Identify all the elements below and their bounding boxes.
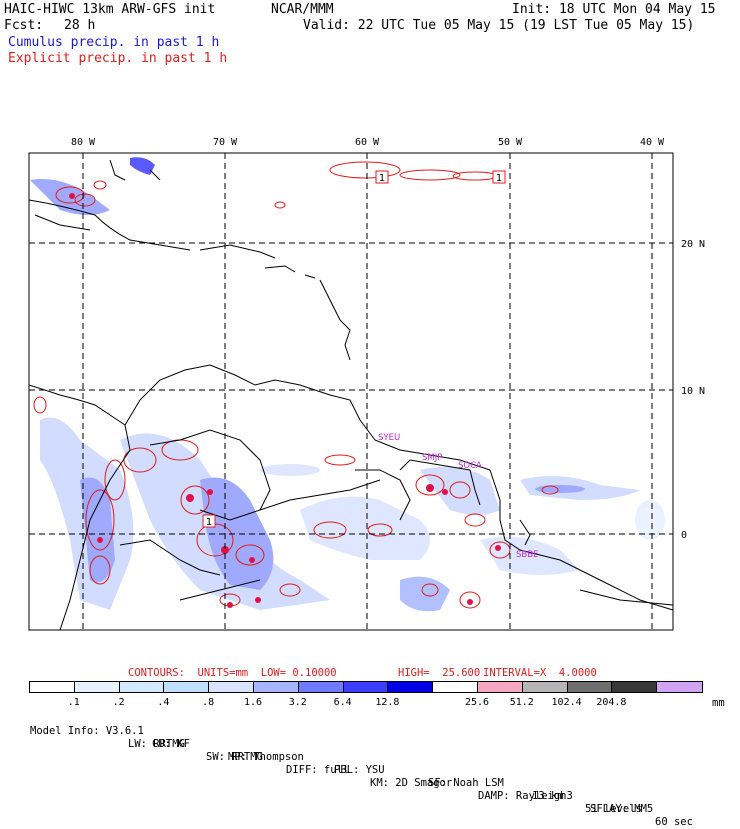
colorbar-label: 6.4 [333,697,352,708]
lon-axis-labels: 80 W 70 W 60 W 50 W 40 W [71,137,665,148]
colorbar-cell [298,682,344,692]
contours-units: CONTOURS: UNITS=mm LOW= 0.10000 [128,667,337,679]
lat-label-20n: 20 N [681,239,705,250]
colorbar-cell [522,682,568,692]
station-soca: SOCA [458,461,482,471]
colorbar-label: 51.2 [509,697,534,708]
lon-label-40w: 40 W [640,137,665,148]
legend-cumulus: Cumulus precip. in past 1 h [8,35,220,50]
colorbar-cell [254,682,299,692]
colorbar-label: .8 [202,697,215,708]
model-version: Model Info: V3.6.1 [30,725,144,737]
colorbar-label: 204.8 [596,697,627,708]
explicit-precip-contours [33,161,559,609]
legend-explicit: Explicit precip. in past 1 h [8,51,228,66]
contours-high: HIGH= 25.600 [398,667,481,679]
high-marker-1: 1 [379,173,385,184]
colorbar-cell [343,682,389,692]
coastlines [29,159,673,630]
valid-time: Valid: 22 UTC Tue 05 May 15 (19 LST Tue … [303,18,695,33]
diff-scheme: DIFF: full [286,764,350,776]
lat-axis-labels: 20 N 10 N 0 [681,239,705,541]
station-sbbe: SBBE [516,550,538,560]
init-time: Init: 18 UTC Mon 04 May 15 [512,2,716,17]
map-frame [28,152,674,631]
station-syeu: SYEU [378,433,400,443]
colorbar-cell [30,682,75,692]
colorbar-label: 3.2 [288,697,307,708]
lat-lon-grid [29,153,673,630]
colorbar-label: .1 [67,697,80,708]
colorbar-cell [119,682,165,692]
colorbar-cell [612,682,658,692]
model-info-line-2: LW: RRTMG SW: RRTMG DIFF: full KM: 2D Sm… [30,725,653,816]
station-smjp: SMJP [422,453,442,463]
colorbar-cell [567,682,613,692]
forecast-hours: 28 h [64,18,96,33]
precip-map: 1 1 1 SYEU SMJP SOCA SBBE 80 W 70 W 60 W… [28,137,705,631]
sw-scheme: SW: RRTMG [206,751,263,763]
colorbar-label: 12.8 [375,697,400,708]
forecast-label: Fcst: [4,18,44,33]
colorbar-cell [478,682,523,692]
explicit-precip-cores [69,193,501,608]
high-markers: 1 1 1 [202,170,506,528]
product-title: HAIC-HIWC 13km ARW-GFS init [4,2,216,17]
high-marker-2: 1 [496,173,502,184]
timestep: 60 sec [655,816,693,828]
colorbar-cell [433,682,478,692]
colorbar-label: .2 [112,697,125,708]
lon-label-60w: 60 W [355,137,380,148]
high-marker-3: 1 [206,517,212,528]
colorbar-label: 25.6 [464,697,490,708]
colorbar-cell [164,682,210,692]
colorbar-label: .4 [157,697,170,708]
colorbar-unit: mm [712,697,725,709]
lon-label-50w: 50 W [498,137,523,148]
colorbar-label: 102.4 [551,697,582,708]
damp-scheme: DAMP: Rayleigh3 [478,790,573,802]
lat-label-0: 0 [681,530,687,541]
colorbar [29,681,703,693]
colorbar-cell [209,682,254,692]
sflay-scheme: SFLAY: MM5 [590,803,654,815]
km-scheme: KM: 2D Smagor [370,777,453,789]
lon-label-70w: 70 W [213,137,238,148]
station-labels: SYEU SMJP SOCA SBBE [378,433,538,560]
colorbar-cell [74,682,120,692]
contours-interval: INTERVAL=X 4.0000 [483,667,597,679]
source-label: NCAR/MMM [271,2,334,17]
colorbar-cell [657,682,702,692]
colorbar-cell [388,682,434,692]
colorbar-label: 1.6 [243,697,263,708]
lon-label-80w: 80 W [71,137,96,148]
lat-label-10n: 10 N [681,386,705,397]
